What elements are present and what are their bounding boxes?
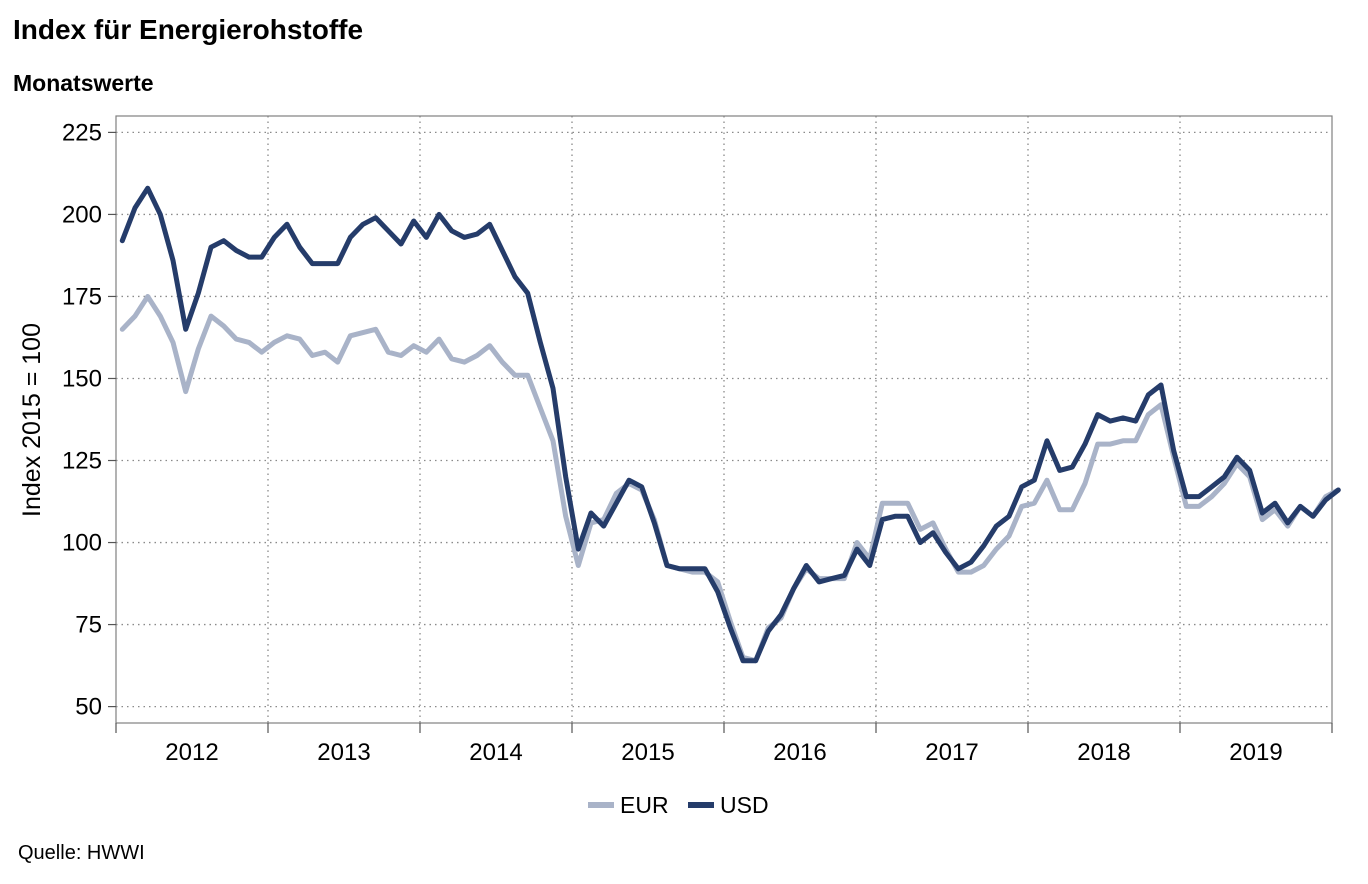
y-tick-label: 225 [62, 119, 102, 146]
series-layer [119, 185, 1341, 664]
y-tick-label: 175 [62, 283, 102, 310]
legend-label-eur: EUR [620, 792, 669, 818]
series-line-usd [119, 185, 1341, 664]
y-tick-label: 150 [62, 365, 102, 392]
x-tick-label: 2017 [925, 739, 978, 766]
chart-title: Index für Energierohstoffe [13, 14, 364, 45]
x-tick-label: 2015 [621, 739, 674, 766]
y-tick-label: 125 [62, 448, 102, 475]
x-tick-label: 2016 [773, 739, 826, 766]
source-note: Quelle: HWWI [18, 842, 145, 864]
axis-layer: 50 75 100 125 150 175 200 225 2012 2013 2014 2015 20… [62, 119, 1333, 766]
x-tick-label: 2013 [317, 739, 370, 766]
series-line-eur [119, 294, 1341, 664]
x-tick-label: 2012 [165, 739, 218, 766]
x-tick-label: 2018 [1077, 739, 1130, 766]
x-tick-label: 2019 [1229, 739, 1282, 766]
grid-layer [116, 116, 1332, 723]
chart-subtitle: Monatswerte [13, 70, 154, 96]
y-tick-label: 200 [62, 201, 102, 228]
y-tick-label: 50 [75, 694, 102, 721]
x-tick-label: 2014 [469, 739, 522, 766]
y-tick-label: 100 [62, 530, 102, 557]
legend: EUR USD [588, 792, 769, 818]
legend-label-usd: USD [720, 792, 769, 818]
y-axis-label: Index 2015 = 100 [18, 323, 46, 517]
y-tick-label: 75 [75, 612, 102, 639]
